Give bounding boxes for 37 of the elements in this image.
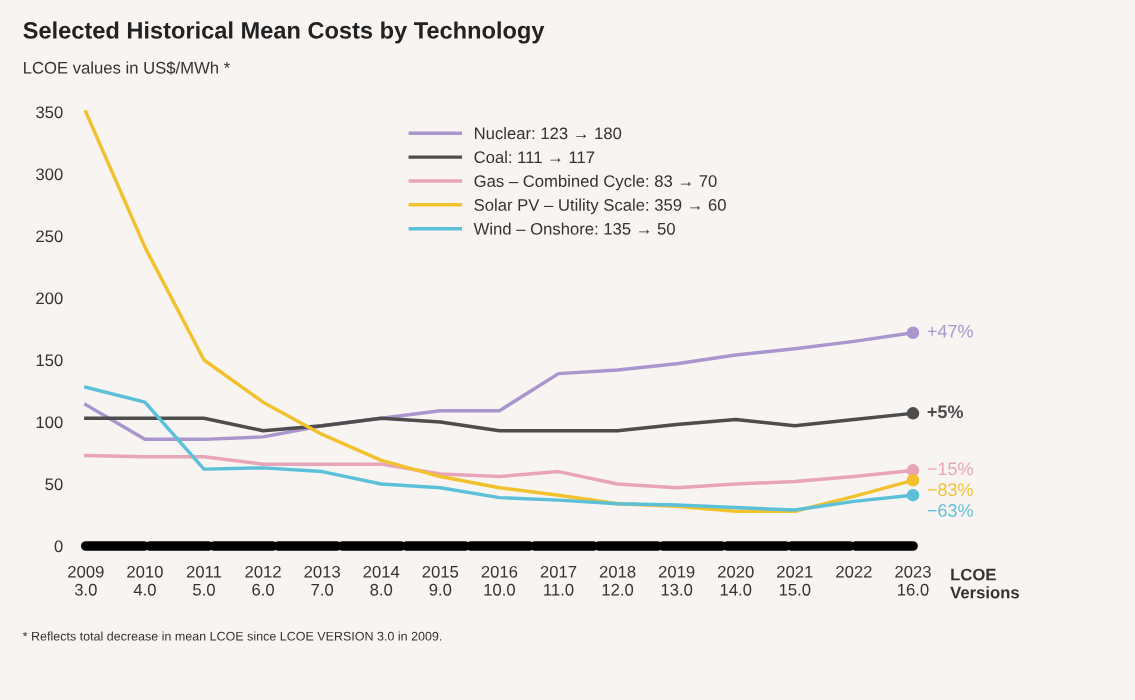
y-tick-label: 100 — [36, 416, 63, 429]
legend-label: Nuclear: 123 → 180 — [475, 127, 622, 140]
text: * Reflects total decrease in mean LCOE since LCOE VERSION 3.0 in 2009. — [22, 631, 442, 641]
legend-label: Wind – Onshore: 135 → 50 — [473, 222, 675, 235]
x-tick-label: 2010 4.0 — [127, 565, 163, 596]
chart-subtitle: LCOE values in US$/MWh * — [24, 61, 230, 75]
y-tick-label: 250 — [36, 230, 63, 243]
y-tick-label: 150 — [36, 354, 63, 367]
annotation: −83% — [927, 483, 973, 497]
legend-label: Coal: 111 → 117 — [474, 150, 595, 164]
y-tick-label: 0 — [54, 540, 63, 553]
x-tick-label: 2014 8.0 — [363, 565, 400, 596]
annotation: +5% — [927, 405, 964, 419]
x-tick-label: 2016 10.0 — [481, 565, 518, 596]
annotation: −15% — [927, 462, 973, 476]
x-tick-label: 2011 5.0 — [186, 565, 222, 596]
x-tick-label: 2018 12.0 — [599, 565, 636, 596]
annotation: −63% — [927, 504, 973, 517]
x-tick-label: 2022 — [836, 565, 872, 578]
y-tick-label: 300 — [36, 168, 63, 181]
x-tick-label: 2020 14.0 — [718, 565, 754, 596]
y-tick-label: 350 — [36, 106, 63, 119]
x-tick-label: 2013 7.0 — [304, 565, 340, 596]
x-axis-title: LCOE Versions — [950, 568, 1019, 599]
x-tick-label: 2012 6.0 — [245, 565, 281, 596]
x-tick-label: 2009 3.0 — [68, 565, 104, 596]
x-tick-label: 2021 15.0 — [777, 565, 813, 596]
legend-label: Solar PV – Utility Scale: 359 → 60 — [474, 198, 726, 215]
legend-label: Gas – Combined Cycle: 83 → 70 — [474, 174, 717, 191]
y-tick-label: 200 — [36, 292, 63, 305]
chart-title: Selected Historical Mean Costs by Technology — [23, 21, 545, 44]
x-tick-label: 2017 11.0 — [540, 565, 577, 596]
x-tick-label: 2015 9.0 — [422, 565, 459, 596]
x-tick-label: 2023 16.0 — [895, 565, 931, 596]
x-tick-label: 2019 13.0 — [658, 565, 695, 596]
y-tick-label: 50 — [45, 478, 63, 491]
annotation: +47% — [927, 324, 973, 338]
